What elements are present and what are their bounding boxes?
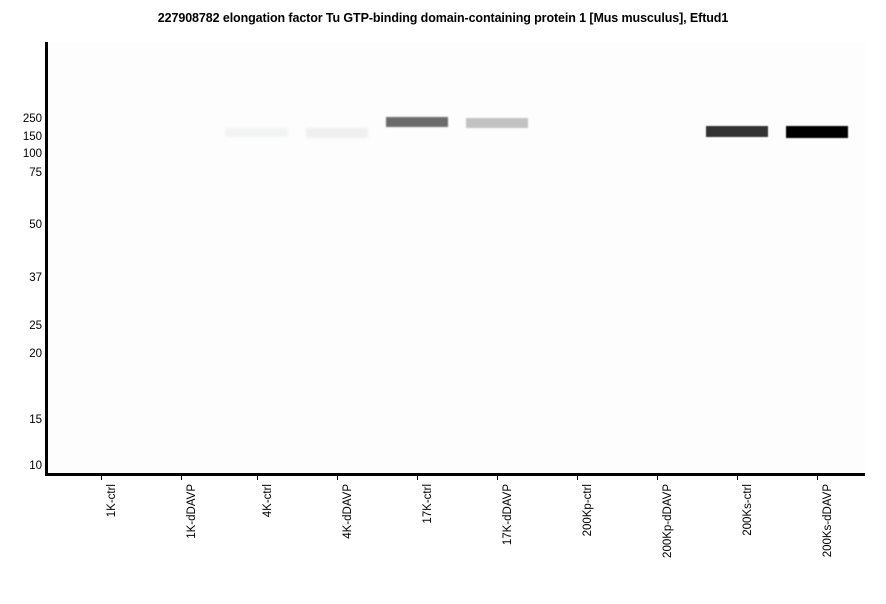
y-tick-label-100: 100 bbox=[22, 148, 42, 160]
blot-band-4k-ctrl bbox=[225, 128, 288, 137]
y-tick-label-50: 50 bbox=[29, 219, 42, 231]
page-title: 227908782 elongation factor Tu GTP-bindi… bbox=[157, 11, 729, 25]
y-tick-label-37: 37 bbox=[29, 272, 42, 284]
blot-band-17k-ddavp bbox=[466, 118, 528, 128]
x-tick-label-200ks-ctrl: 200Ks-ctrl bbox=[742, 484, 754, 536]
y-tick-label-15: 15 bbox=[29, 414, 42, 426]
x-tick-mark-17k-ddavp bbox=[497, 476, 498, 480]
x-tick-label-17k-ddavp: 17K-dDAVP bbox=[502, 484, 514, 546]
x-tick-label-1k-ddavp: 1K-dDAVP bbox=[186, 484, 198, 539]
x-tick-label-17k-ctrl: 17K-ctrl bbox=[422, 484, 434, 524]
x-tick-label-200kp-ddavp: 200Kp-dDAVP bbox=[662, 484, 674, 558]
x-tick-mark-1k-ddavp bbox=[181, 476, 182, 480]
x-tick-label-200ks-ddavp: 200Ks-dDAVP bbox=[822, 484, 834, 558]
x-tick-mark-4k-ctrl bbox=[257, 476, 258, 480]
blot-band-200ks-ddavp bbox=[786, 126, 848, 138]
x-tick-mark-200kp-ddavp bbox=[657, 476, 658, 480]
blot-band-200ks-ctrl bbox=[706, 126, 768, 137]
x-tick-mark-4k-ddavp bbox=[337, 476, 338, 480]
x-tick-mark-200ks-ddavp bbox=[817, 476, 818, 480]
x-tick-mark-200kp-ctrl bbox=[577, 476, 578, 480]
x-tick-mark-200ks-ctrl bbox=[737, 476, 738, 480]
y-tick-label-25: 25 bbox=[29, 320, 42, 332]
x-axis-line bbox=[45, 473, 865, 476]
y-tick-label-20: 20 bbox=[29, 348, 42, 360]
y-tick-label-250: 250 bbox=[22, 113, 42, 125]
y-tick-label-150: 150 bbox=[22, 131, 42, 143]
y-tick-label-75: 75 bbox=[29, 167, 42, 179]
y-axis-line bbox=[45, 42, 48, 476]
blot-band-17k-ctrl bbox=[386, 117, 448, 127]
x-tick-mark-17k-ctrl bbox=[417, 476, 418, 480]
x-tick-label-4k-ddavp: 4K-dDAVP bbox=[342, 484, 354, 539]
x-tick-mark-1k-ctrl bbox=[101, 476, 102, 480]
y-axis-tick-labels: 250 150 100 75 50 37 25 20 15 10 bbox=[0, 0, 42, 595]
plot-area bbox=[48, 42, 865, 475]
y-tick-label-10: 10 bbox=[29, 460, 42, 472]
x-tick-label-1k-ctrl: 1K-ctrl bbox=[106, 484, 118, 518]
blot-band-4k-ddavp bbox=[306, 128, 368, 138]
x-tick-label-200kp-ctrl: 200Kp-ctrl bbox=[582, 484, 594, 537]
x-tick-label-4k-ctrl: 4K-ctrl bbox=[262, 484, 274, 518]
